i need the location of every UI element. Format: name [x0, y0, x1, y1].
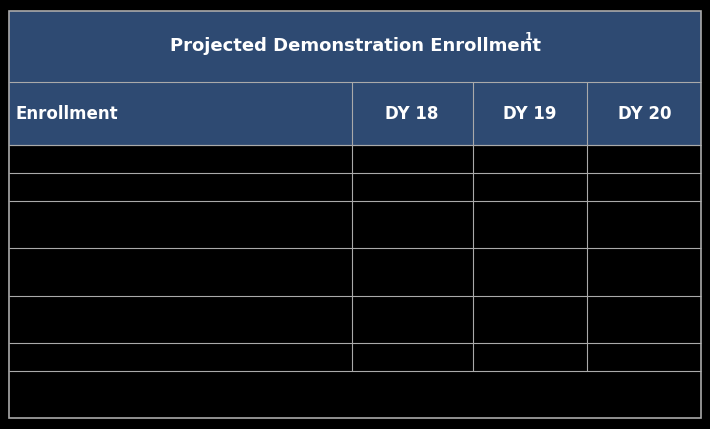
Bar	[473, 145, 587, 173]
Bar	[9, 343, 351, 371]
Bar	[473, 296, 587, 343]
Bar	[351, 343, 473, 371]
Bar	[9, 173, 351, 201]
Text: Enrollment: Enrollment	[16, 105, 119, 123]
Bar	[587, 343, 701, 371]
Bar	[9, 145, 351, 173]
Text: Projected Demonstration Enrollment: Projected Demonstration Enrollment	[170, 37, 540, 55]
Bar	[587, 201, 701, 248]
Bar	[473, 248, 587, 296]
Bar	[351, 82, 473, 145]
Bar	[9, 371, 701, 418]
Bar	[9, 201, 351, 248]
Bar	[9, 248, 351, 296]
Text: DY 18: DY 18	[386, 105, 439, 123]
Bar	[351, 201, 473, 248]
Bar	[587, 248, 701, 296]
Bar	[587, 173, 701, 201]
Bar	[351, 145, 473, 173]
Bar	[9, 82, 351, 145]
Bar	[351, 173, 473, 201]
Bar	[587, 82, 701, 145]
Bar	[473, 173, 587, 201]
Text: DY 20: DY 20	[618, 105, 671, 123]
Bar	[9, 296, 351, 343]
Bar	[9, 11, 701, 82]
Bar	[473, 82, 587, 145]
Text: 1: 1	[525, 32, 532, 42]
Bar	[587, 145, 701, 173]
Text: DY 19: DY 19	[503, 105, 557, 123]
Bar	[351, 296, 473, 343]
Bar	[473, 343, 587, 371]
Bar	[351, 248, 473, 296]
Bar	[473, 201, 587, 248]
Bar	[587, 296, 701, 343]
